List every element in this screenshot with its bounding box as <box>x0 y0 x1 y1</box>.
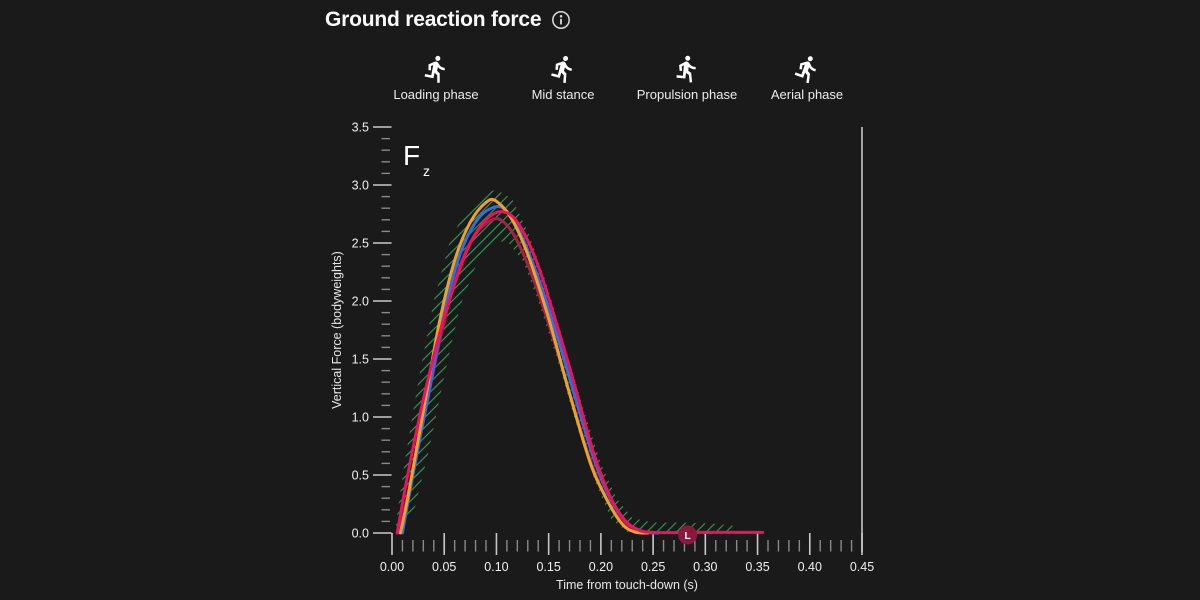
page-title: Ground reaction force <box>325 8 542 31</box>
y-tick-label: 2.0 <box>352 295 369 309</box>
info-icon[interactable] <box>551 10 571 30</box>
y-tick-label: 3.5 <box>352 121 369 135</box>
y-tick-label: 3.0 <box>352 179 369 193</box>
chart-header: Ground reaction force <box>325 8 571 32</box>
y-tick-label: 2.5 <box>352 237 369 251</box>
y-tick-label: 1.5 <box>352 353 369 367</box>
x-axis-title: Time from touch-down (s) <box>556 578 698 592</box>
x-tick-label: 0.05 <box>432 560 456 574</box>
y-tick-label: 1.0 <box>352 411 369 425</box>
foot-marker[interactable] <box>678 525 698 545</box>
y-axis-title: Vertical Force (bodyweights) <box>330 251 344 409</box>
x-tick-label: 0.10 <box>484 560 508 574</box>
y-tick-label: 0.0 <box>352 527 369 541</box>
foot-marker-label: L <box>684 530 691 542</box>
x-tick-label: 0.30 <box>693 560 717 574</box>
x-tick-label: 0.00 <box>380 560 404 574</box>
x-tick-label: 0.45 <box>850 560 874 574</box>
fz-annotation: F <box>403 140 420 171</box>
x-tick-label: 0.15 <box>536 560 560 574</box>
x-tick-label: 0.25 <box>641 560 665 574</box>
fz-annotation-subscript: z <box>423 163 430 179</box>
trial-crimson-curve <box>395 210 765 535</box>
x-tick-label: 0.20 <box>589 560 613 574</box>
x-tick-label: 0.35 <box>745 560 769 574</box>
y-tick-label: 0.5 <box>352 469 369 483</box>
x-tick-label: 0.40 <box>798 560 822 574</box>
